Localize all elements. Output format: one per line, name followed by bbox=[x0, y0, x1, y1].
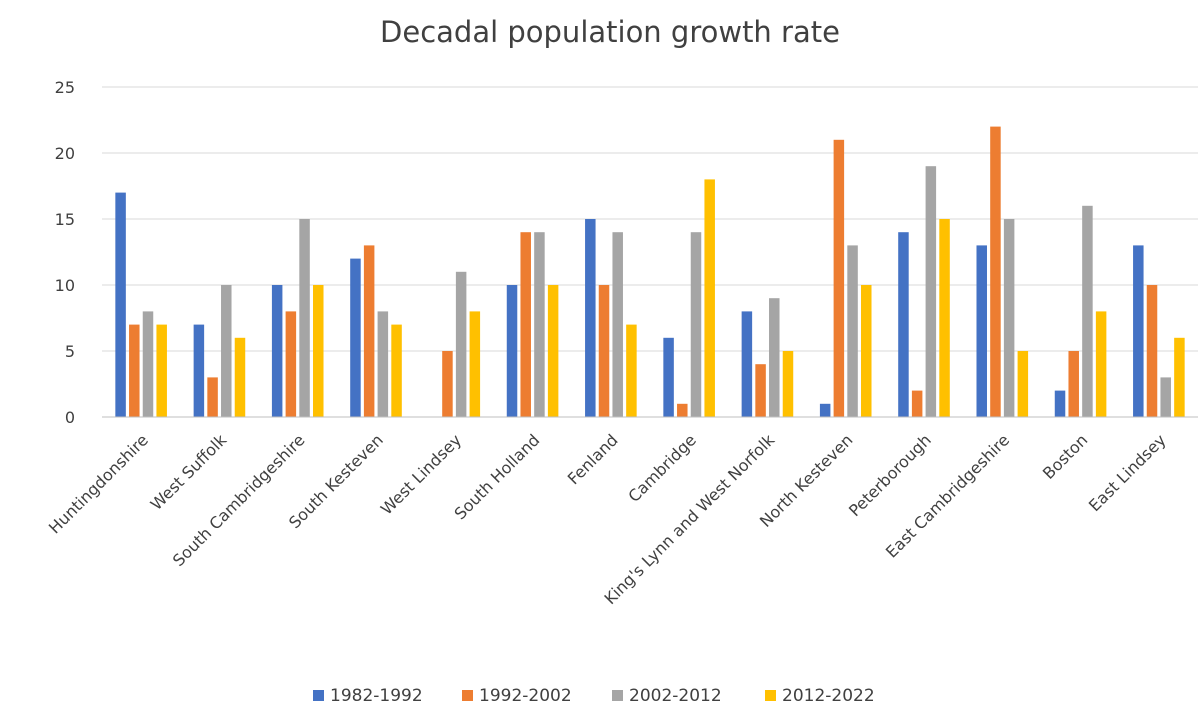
bar-2002-2012-boston bbox=[1082, 205, 1093, 417]
bar-2012-2022-north-kesteven bbox=[861, 285, 872, 417]
bar-2002-2012-west-lindsey bbox=[455, 271, 467, 417]
bar-2012-2022-boston bbox=[1095, 311, 1107, 417]
bar-2012-2022-south-cambridgeshire bbox=[313, 285, 324, 417]
y-tick-label: 15 bbox=[55, 210, 75, 229]
bar-1992-2002-west-suffolk bbox=[207, 377, 218, 417]
y-axis-ticks: 0 5 10 15 20 25 bbox=[55, 78, 75, 427]
bar-1982-1992-huntingdonshire bbox=[115, 192, 126, 417]
y-tick-label: 25 bbox=[55, 78, 75, 97]
bar-2002-2012-north-kesteven bbox=[847, 245, 858, 417]
x-category-label: Cambridge bbox=[624, 430, 700, 506]
bar-2012-2022-peterborough bbox=[939, 219, 950, 417]
bar-2002-2012-huntingdonshire bbox=[142, 311, 154, 417]
bar-1982-1992-south-kesteven bbox=[350, 258, 361, 417]
x-category-label: Fenland bbox=[564, 430, 622, 488]
x-category-label: Peterborough bbox=[845, 430, 935, 520]
bar-1992-2002-west-lindsey bbox=[442, 351, 453, 417]
bar-1992-2002-east-lindsey bbox=[1146, 285, 1158, 417]
y-tick-label: 20 bbox=[55, 144, 75, 163]
bar-1992-2002-east-cambridgeshire bbox=[990, 126, 1001, 417]
legend-label: 1992-2002 bbox=[479, 686, 572, 706]
bar-2012-2022-fenland bbox=[626, 324, 637, 417]
bar-2002-2012-fenland bbox=[612, 232, 623, 417]
legend-swatch bbox=[765, 690, 776, 701]
x-category-label: Boston bbox=[1039, 430, 1092, 483]
bar-1992-2002-south-holland bbox=[520, 232, 531, 417]
bar-1982-1992-cambridge bbox=[663, 337, 674, 417]
bar-2012-2022-king-s-lynn-and-west-norfolk bbox=[782, 351, 794, 417]
legend-swatch bbox=[313, 690, 324, 701]
bar-1992-2002-north-kesteven bbox=[833, 139, 845, 418]
bar-2012-2022-west-lindsey bbox=[469, 311, 481, 417]
bar-2012-2022-east-cambridgeshire bbox=[1017, 351, 1029, 417]
bar-2002-2012-west-suffolk bbox=[221, 285, 232, 417]
bar-2012-2022-west-suffolk bbox=[234, 337, 246, 417]
bar-2002-2012-cambridge bbox=[690, 232, 702, 417]
bar-2002-2012-south-cambridgeshire bbox=[299, 219, 310, 417]
legend-swatch bbox=[612, 690, 623, 701]
bar-2002-2012-east-lindsey bbox=[1160, 377, 1171, 417]
bar-1992-2002-huntingdonshire bbox=[129, 324, 140, 417]
bar-2012-2022-east-lindsey bbox=[1174, 337, 1185, 417]
legend-label: 2012-2022 bbox=[782, 686, 875, 706]
bar-2002-2012-south-kesteven bbox=[377, 311, 389, 417]
bar-1992-2002-cambridge bbox=[677, 403, 688, 417]
bar-1992-2002-fenland bbox=[598, 285, 610, 417]
bar-2002-2012-king-s-lynn-and-west-norfolk bbox=[769, 298, 780, 417]
bar-1982-1992-fenland bbox=[585, 219, 596, 417]
bar-1992-2002-south-cambridgeshire bbox=[285, 311, 297, 417]
bar-1982-1992-peterborough bbox=[898, 232, 909, 417]
y-tick-label: 5 bbox=[65, 342, 75, 361]
y-tick-label: 10 bbox=[55, 276, 75, 295]
x-category-label: West Lindsey bbox=[377, 430, 465, 518]
bar-1992-2002-king-s-lynn-and-west-norfolk bbox=[755, 364, 766, 417]
x-category-label: Huntingdonshire bbox=[45, 430, 152, 537]
x-category-label: East Lindsey bbox=[1085, 430, 1170, 515]
bar-1982-1992-king-s-lynn-and-west-norfolk bbox=[741, 311, 753, 417]
bar-1982-1992-boston bbox=[1054, 390, 1066, 417]
bar-2012-2022-south-holland bbox=[547, 285, 559, 417]
legend-label: 2002-2012 bbox=[629, 686, 722, 706]
bar-1992-2002-south-kesteven bbox=[363, 245, 375, 417]
x-category-label: West Suffolk bbox=[147, 430, 231, 514]
x-category-label: King's Lynn and West Norfolk bbox=[600, 430, 778, 608]
bar-2002-2012-east-cambridgeshire bbox=[1003, 219, 1015, 417]
bar-1982-1992-south-holland bbox=[506, 285, 518, 417]
gridlines bbox=[102, 86, 1198, 352]
bar-1982-1992-east-cambridgeshire bbox=[976, 245, 987, 417]
x-category-label: South Cambridgeshire bbox=[169, 430, 309, 570]
bars bbox=[115, 126, 1185, 418]
legend: 1982-1992 1992-2002 2002-2012 2012-2022 bbox=[313, 686, 875, 706]
legend-swatch bbox=[462, 690, 473, 701]
bar-1982-1992-south-cambridgeshire bbox=[271, 285, 283, 417]
chart-title: Decadal population growth rate bbox=[380, 15, 840, 49]
bar-2012-2022-south-kesteven bbox=[391, 324, 402, 417]
bar-2012-2022-cambridge bbox=[704, 179, 715, 417]
bar-1982-1992-north-kesteven bbox=[819, 403, 831, 417]
bar-1982-1992-east-lindsey bbox=[1133, 245, 1144, 417]
bar-2002-2012-south-holland bbox=[534, 232, 545, 417]
bar-2002-2012-peterborough bbox=[925, 166, 937, 417]
bar-1992-2002-boston bbox=[1068, 351, 1079, 417]
legend-label: 1982-1992 bbox=[330, 686, 423, 706]
y-tick-label: 0 bbox=[65, 408, 75, 427]
bar-1982-1992-west-suffolk bbox=[193, 324, 205, 417]
bar-2012-2022-huntingdonshire bbox=[156, 324, 167, 417]
bar-1992-2002-peterborough bbox=[911, 390, 923, 417]
